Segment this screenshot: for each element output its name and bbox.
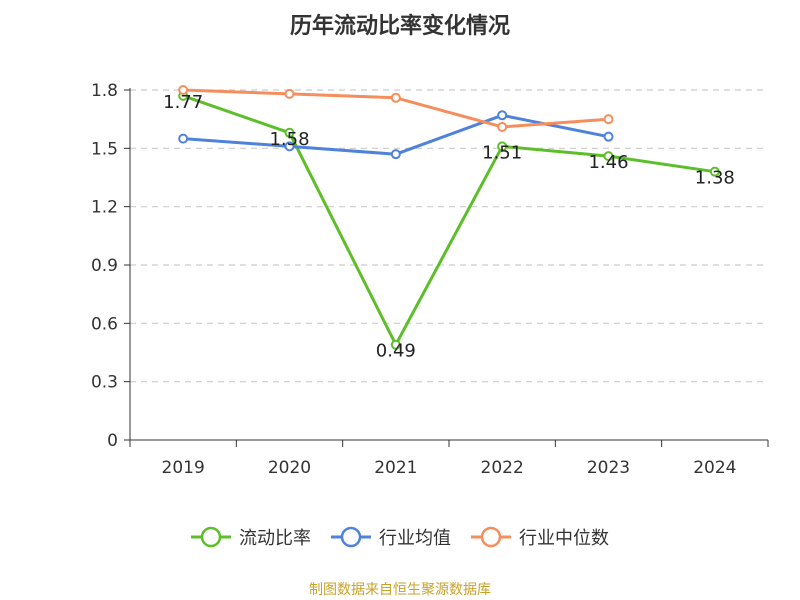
source-note: 制图数据来自恒生聚源数据库: [309, 582, 491, 598]
series-2-point[interactable]: [603, 131, 614, 142]
legend-label: 行业均值: [379, 528, 451, 549]
data-label: 1.58: [269, 129, 309, 150]
chart-title: 历年流动比率变化情况: [290, 13, 510, 39]
series-1-point[interactable]: [284, 127, 295, 138]
series-1-point[interactable]: [497, 141, 508, 152]
series-1-point[interactable]: [603, 151, 614, 162]
plot-area: [178, 85, 720, 350]
data-label: 1.46: [588, 152, 628, 173]
series-1-point[interactable]: [390, 339, 401, 350]
series-3-point[interactable]: [390, 92, 401, 103]
legend-item-3[interactable]: 行业中位数: [471, 526, 609, 549]
series-3-point[interactable]: [178, 85, 189, 95]
data-label: 1.77: [163, 92, 203, 113]
y-tick-label: 1.8: [91, 81, 118, 101]
legend-label: 流动比率: [239, 528, 311, 549]
legend[interactable]: 流动比率 行业均值 行业中位数: [191, 526, 609, 549]
legend-item-1[interactable]: 流动比率: [191, 526, 311, 549]
x-tick-label: 2024: [693, 458, 736, 478]
series-line-1: [181, 94, 717, 347]
series-3-point[interactable]: [603, 114, 614, 125]
y-tick-label: 1.5: [91, 139, 118, 159]
legend-item-2[interactable]: 行业均值: [331, 526, 451, 549]
series-2-point[interactable]: [390, 149, 401, 160]
series-3-point[interactable]: [497, 121, 508, 132]
legend-marker: [200, 526, 222, 548]
grid: [130, 89, 768, 383]
series-2-point[interactable]: [497, 110, 508, 121]
series-3-point[interactable]: [284, 88, 295, 99]
legend-label: 行业中位数: [519, 528, 609, 549]
x-tick-label: 2019: [162, 458, 205, 478]
series-1-point[interactable]: [709, 166, 720, 177]
data-label: 0.49: [376, 341, 416, 362]
y-tick-label: 0.9: [91, 256, 118, 276]
data-label: 1.51: [482, 142, 522, 163]
x-tick-label: 2023: [587, 458, 630, 478]
legend-marker: [340, 526, 362, 548]
series-2-point[interactable]: [178, 133, 189, 144]
y-tick-label: 0.3: [91, 373, 118, 393]
y-tick-label: 0.6: [91, 314, 118, 334]
x-tick-label: 2022: [481, 458, 524, 478]
x-tick-label: 2020: [268, 458, 311, 478]
y-tick-label: 1.2: [91, 198, 118, 218]
series-2-point[interactable]: [284, 141, 295, 152]
y-tick-label: 0: [107, 431, 118, 451]
legend-marker: [480, 526, 502, 548]
data-label: 1.38: [695, 168, 735, 189]
x-tick-label: 2021: [374, 458, 417, 478]
data-labels: 1.77 1.58 0.49 1.51 1.46 1.38: [163, 92, 735, 362]
axes: 0 0.3 0.6 0.9 1.2 1.5 1.8 2019 2020 2021 2022 2023 2…: [91, 81, 769, 478]
